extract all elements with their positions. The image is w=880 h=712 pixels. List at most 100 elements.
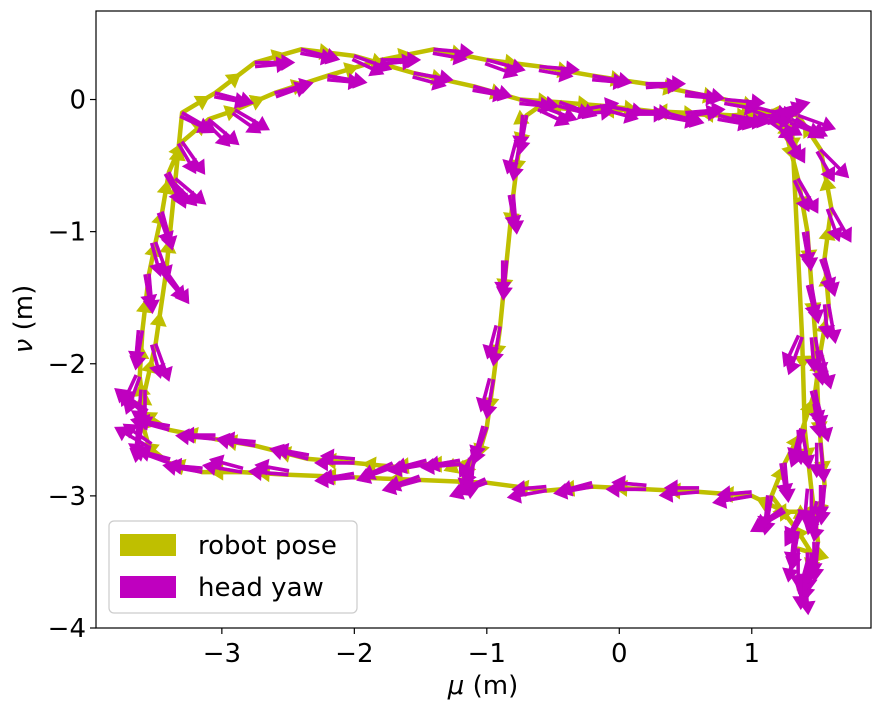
legend-label-head-yaw: head yaw [198,573,324,603]
head-yaw-arrow [809,403,827,439]
head-yaw-arrow [475,377,493,413]
head-yaw-arrow [792,574,810,611]
head-yaw-arrow [119,374,138,408]
head-yaw-arrow [171,180,198,207]
head-yaw-arrow [179,114,213,134]
head-yaw-arrow [604,107,639,124]
head-yaw-arrow [664,111,700,129]
y-tick-label: −3 [48,482,86,512]
head-yaw-arrow [494,260,512,296]
head-yaw-arrow [758,112,794,130]
head-yaw-arrow [386,474,421,492]
head-yaw-arrow [136,445,171,462]
head-yaw-arrow [127,329,146,366]
x-tick-label: 1 [743,639,760,669]
y-tick-label: −1 [48,218,86,248]
head-yaw-arrow [815,150,836,183]
plot-area-frame [95,10,872,629]
head-yaw-arrow [148,242,166,278]
head-yaw-arrow-layer [114,43,852,616]
head-yaw-arrow [127,422,146,458]
robot-pose-arrow [180,95,210,115]
head-yaw-arrow [825,208,843,243]
head-yaw-arrow [504,194,522,230]
head-yaw-arrow [817,304,836,340]
x-axis-ticks: −3 −2 −1 0 1 [203,628,760,669]
head-yaw-arrow [161,272,186,301]
robot-pose-arrow [168,146,186,180]
y-tick-label: −4 [48,614,86,644]
head-yaw-arrow [645,77,682,95]
head-yaw-arrow [392,457,427,475]
head-yaw-arrow [797,488,815,524]
head-yaw-arrow [792,179,812,213]
x-tick-label: 0 [611,639,628,669]
robot-pose-arrow [156,179,174,213]
legend: robot pose head yaw [108,520,358,614]
head-yaw-arrow [275,81,310,99]
head-yaw-arrow [180,140,206,175]
head-yaw-arrow [213,92,250,109]
x-tick-label: −1 [468,639,506,669]
y-axis-ticks: 0 −1 −2 −3 −4 [48,86,96,644]
head-yaw-arrow [804,337,822,373]
head-yaw-arrow [247,463,289,481]
legend-swatch-robot-pose [120,534,176,556]
head-yaw-arrow [453,477,487,496]
head-yaw-arrow [432,48,468,66]
y-tick-label: −2 [48,350,86,380]
head-yaw-arrow [784,508,803,542]
head-yaw-arrow [717,114,753,132]
head-yaw-arrow [412,74,447,91]
head-yaw-arrow [202,459,243,476]
head-yaw-arrow [231,111,262,134]
head-yaw-arrow [180,426,216,444]
head-yaw-arrow [353,54,393,74]
head-yaw-arrow [829,206,852,243]
robot-pose-arrow [149,311,167,345]
legend-label-robot-pose: robot pose [198,531,337,561]
head-yaw-arrow [789,121,824,139]
head-yaw-arrow [319,468,355,486]
head-yaw-arrow [753,506,784,529]
head-yaw-arrow [819,148,850,179]
head-yaw-arrow [360,461,394,480]
head-yaw-arrow [233,108,270,131]
x-axis-label: μ (m) [447,671,518,701]
head-yaw-arrow [425,455,461,473]
head-yaw-arrow [130,389,148,425]
head-yaw-arrow [208,454,244,471]
x-tick-label: −3 [203,639,241,669]
head-yaw-arrow [796,177,819,214]
head-yaw-arrow [684,88,721,106]
head-yaw-arrow [351,57,385,77]
head-yaw-arrow [538,65,574,83]
head-yaw-arrow [539,60,580,78]
head-yaw-arrow [149,344,166,379]
head-yaw-arrow [776,462,794,499]
head-yaw-arrow [122,376,142,415]
head-yaw-arrow [300,48,336,66]
head-yaw-arrow [519,96,555,114]
head-yaw-arrow [502,140,519,175]
head-yaw-arrow [327,73,363,91]
head-yaw-arrow [254,458,290,476]
head-yaw-arrow [472,85,508,103]
head-yaw-arrow [156,212,174,247]
head-yaw-arrow [167,457,203,475]
head-yaw-arrow [819,258,837,293]
head-yaw-arrow [663,479,700,497]
head-yaw-arrow [274,442,310,460]
head-yaw-arrow [557,480,593,497]
head-yaw-arrow [557,103,593,120]
head-yaw-arrow [319,448,356,466]
head-yaw-arrow [480,379,498,420]
head-yaw-arrow [804,284,822,320]
head-yaw-arrow [114,426,151,449]
head-yaw-arrow [808,442,826,479]
head-yaw-arrow [484,61,519,79]
head-yaw-arrow [511,479,547,497]
y-tick-label: 0 [69,86,86,116]
head-yaw-arrow [784,336,804,376]
